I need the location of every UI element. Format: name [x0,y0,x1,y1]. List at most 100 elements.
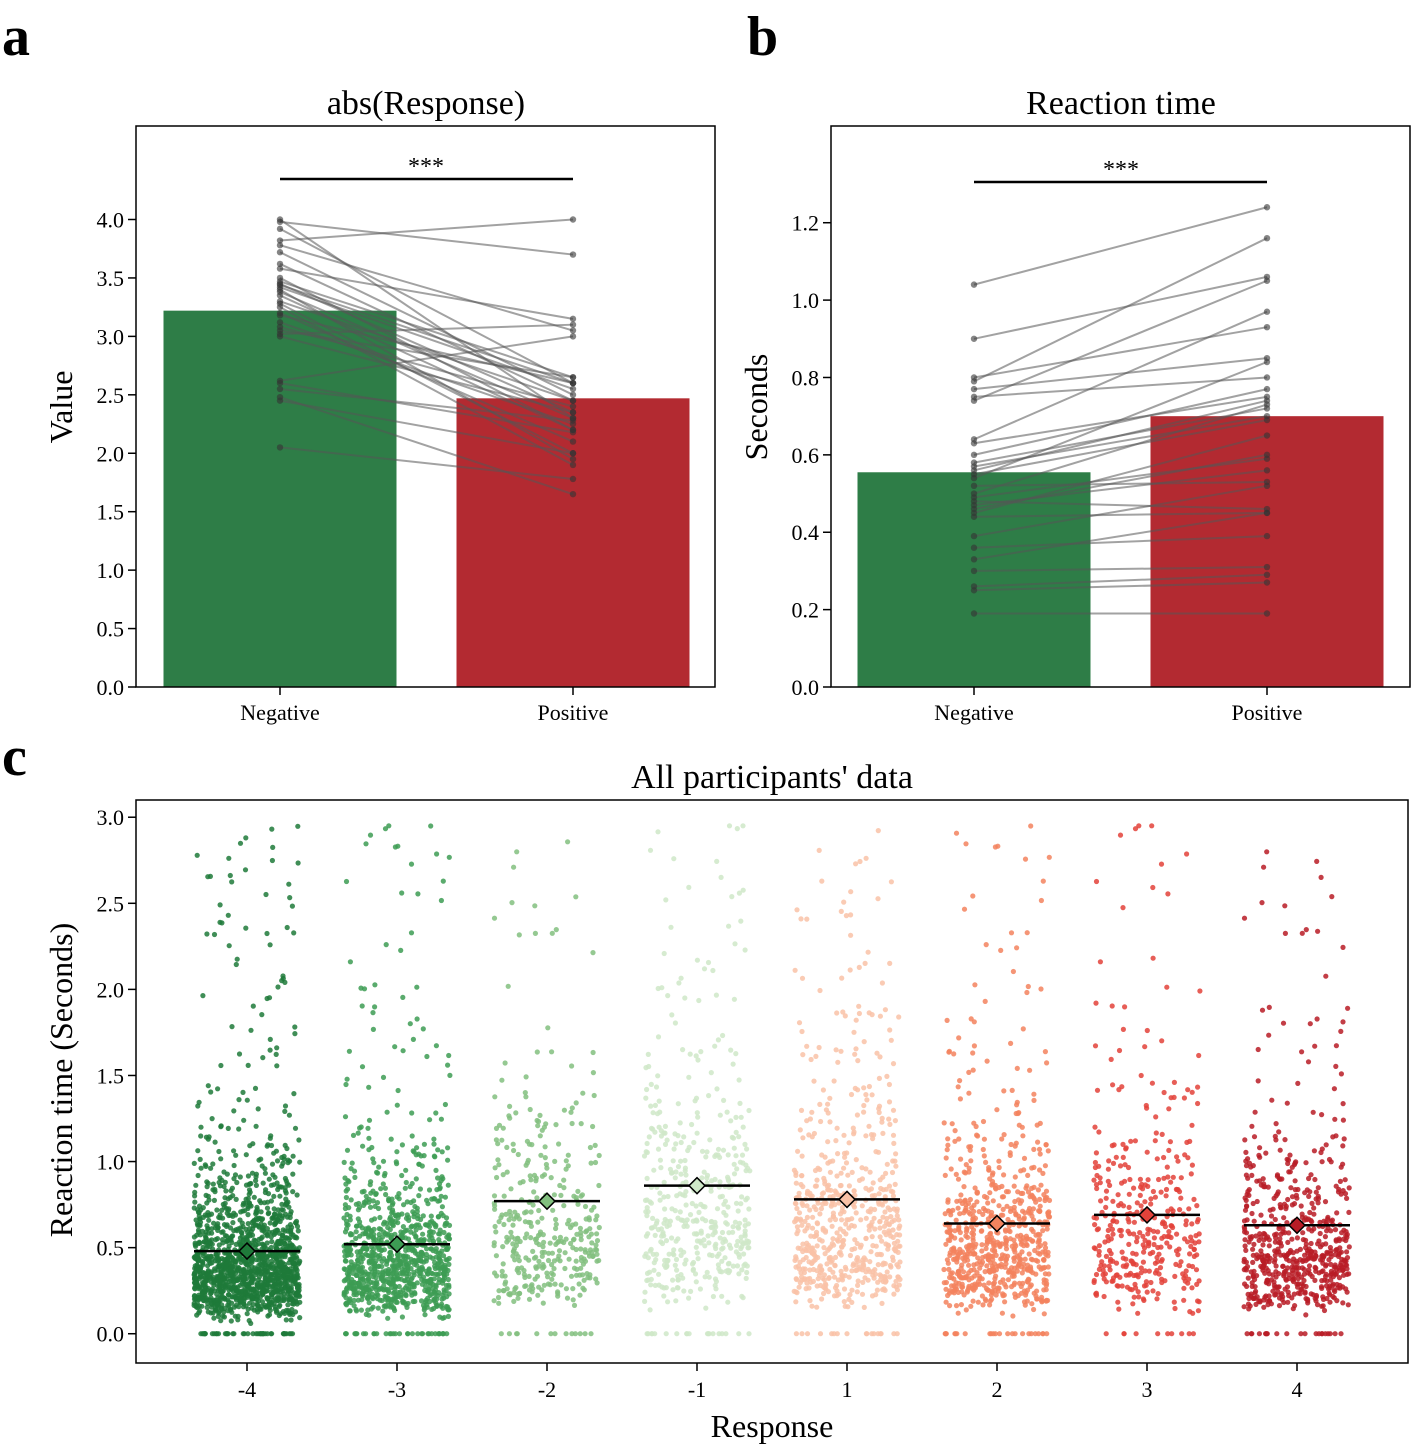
response-point [429,1331,435,1337]
response-point [500,1172,506,1178]
participant-point [569,490,577,498]
response-point [274,1180,280,1186]
response-point [645,1331,651,1337]
response-point [363,841,369,847]
response-point [272,1211,278,1217]
response-point [798,916,804,922]
response-point [192,1270,198,1276]
response-point [1022,1256,1028,1262]
response-point [282,1103,289,1109]
response-point [990,1257,996,1263]
response-point [671,856,677,862]
response-point [227,1235,233,1241]
response-point [827,1095,833,1101]
response-point [804,1225,810,1231]
response-point [575,1201,581,1207]
participant-point [569,475,577,483]
response-point [266,1176,272,1182]
participant-point [970,556,978,563]
response-point [396,1331,403,1337]
b-ytick-label: 0.4 [792,520,820,545]
response-point [1153,1114,1159,1120]
participant-point [276,265,284,272]
response-point [874,1050,880,1056]
response-point [673,1141,679,1147]
response-point [669,1206,675,1212]
response-point [504,1169,510,1175]
response-point [511,1298,517,1304]
response-point [367,1182,373,1188]
response-point [951,1290,957,1296]
response-point [1011,1245,1018,1251]
participant-point [276,260,284,268]
participant-line [279,300,574,402]
response-point [360,1231,366,1237]
response-point [530,1248,536,1254]
response-point [358,1124,364,1130]
response-point [984,1241,990,1247]
response-point [218,1156,224,1162]
response-point [855,1087,861,1093]
response-point [365,1226,371,1232]
response-point [825,1247,831,1253]
response-point [849,1169,855,1175]
response-point [693,1218,699,1224]
response-point [346,1264,352,1270]
response-point [285,1283,291,1289]
response-point [746,1206,752,1212]
response-point [269,1239,275,1245]
response-point [826,1275,832,1281]
response-point [863,855,869,861]
response-point [1028,823,1034,829]
participant-point [970,513,978,520]
response-point [259,1299,266,1305]
response-point [240,1089,246,1095]
response-point [876,1103,883,1109]
response-point [965,1234,971,1240]
response-point [834,1230,840,1236]
response-point [346,1269,352,1275]
response-point [979,1248,985,1254]
response-point [887,960,893,967]
response-point [403,1179,409,1186]
response-point [263,1254,269,1260]
response-point [678,1158,684,1164]
participant-line [973,566,1268,572]
response-point [579,1192,586,1198]
response-point [990,1331,996,1337]
response-point [813,1053,819,1059]
response-point [829,1257,835,1264]
response-point [1022,856,1029,862]
participant-line [973,357,1268,391]
response-point [279,1201,285,1207]
response-point [669,1235,675,1241]
response-point [536,1284,542,1290]
response-point [704,1149,710,1155]
response-point [209,1226,215,1232]
response-point [529,1142,535,1148]
response-point [437,1186,443,1192]
response-point [548,1331,554,1337]
response-point [795,1228,801,1234]
response-point [273,1051,279,1057]
response-point [1023,1241,1029,1247]
response-point [1039,1294,1045,1300]
response-point [226,943,232,949]
response-point [432,1296,438,1302]
response-point [984,1195,990,1201]
response-point [573,1100,579,1106]
response-point [258,1209,264,1215]
response-point [352,1174,358,1180]
response-point [569,1331,575,1337]
response-point [549,1276,555,1282]
response-point [370,1246,377,1252]
response-point [259,1216,266,1222]
panel-a-xtick-negative: Negative [240,700,319,725]
participant-line [279,302,574,455]
response-point [673,1256,680,1263]
response-point [433,1043,439,1049]
response-point [420,1302,427,1308]
participant-point [569,438,577,445]
response-point [278,1311,284,1317]
participant-point [276,249,284,256]
